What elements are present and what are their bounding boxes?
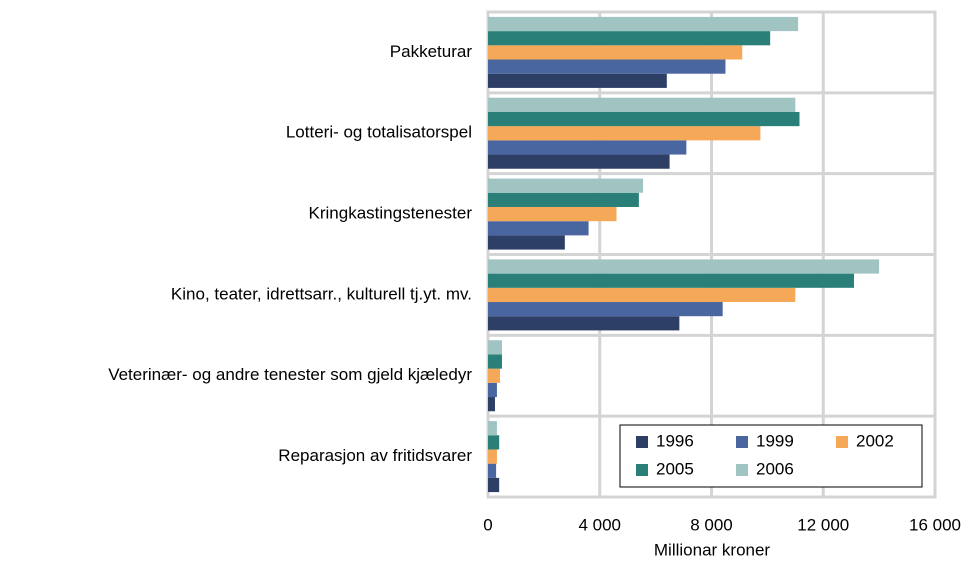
bar (488, 16, 799, 32)
x-tick-label: 12 000 (797, 515, 849, 534)
bar (488, 140, 687, 155)
legend-swatch (636, 436, 648, 448)
bar (488, 421, 497, 436)
bar (488, 340, 502, 355)
bar (488, 73, 667, 88)
legend-swatch (636, 464, 648, 476)
legend-swatch (836, 436, 848, 448)
bar (488, 206, 617, 222)
bar (488, 221, 589, 236)
x-tick-label: 16 000 (909, 515, 961, 534)
bar (488, 192, 639, 207)
x-axis-label: Millionar kroner (654, 540, 771, 559)
bar (488, 463, 497, 478)
bar (488, 316, 680, 331)
y-tick-label: Kringkastingstenester (309, 204, 473, 223)
legend-swatch (736, 464, 748, 476)
legend-label: 2002 (856, 431, 894, 450)
bar (488, 31, 771, 46)
bar (488, 259, 880, 274)
y-tick-label: Lotteri- og totalisatorspel (286, 123, 472, 142)
bar (488, 397, 495, 412)
bar (488, 126, 761, 141)
legend-label: 2005 (656, 459, 694, 478)
bar (488, 59, 726, 74)
legend-label: 2006 (756, 459, 794, 478)
bar (488, 382, 497, 398)
bar (488, 449, 497, 464)
bar (488, 273, 854, 288)
bar (488, 97, 796, 112)
legend: 1996 1999 2002 2005 2006 (619, 424, 923, 488)
x-tick-label: 8 000 (690, 515, 733, 534)
x-tick-label: 4 000 (578, 515, 621, 534)
bar (488, 368, 501, 383)
bar (488, 354, 502, 369)
bar (488, 154, 670, 169)
legend-box (619, 424, 923, 488)
bar (488, 235, 565, 250)
y-tick-label: Veterinær- og andre tenester som gjeld k… (108, 365, 472, 384)
bar (488, 435, 500, 450)
bar (488, 111, 800, 127)
legend-label: 1999 (756, 431, 794, 450)
y-tick-label: Pakketurar (390, 42, 473, 61)
bar (488, 302, 723, 317)
bar (488, 477, 500, 493)
y-tick-label: Reparasjon av fritidsvarer (278, 446, 472, 465)
y-tick-label: Kino, teater, idrettsarr., kulturell tj.… (171, 284, 472, 303)
x-tick-label: 0 (483, 515, 492, 534)
legend-label: 1996 (656, 431, 694, 450)
bar (488, 45, 743, 60)
plot-frame (486, 10, 937, 499)
bar (488, 287, 796, 303)
legend-swatch (736, 436, 748, 448)
bar (488, 178, 644, 193)
